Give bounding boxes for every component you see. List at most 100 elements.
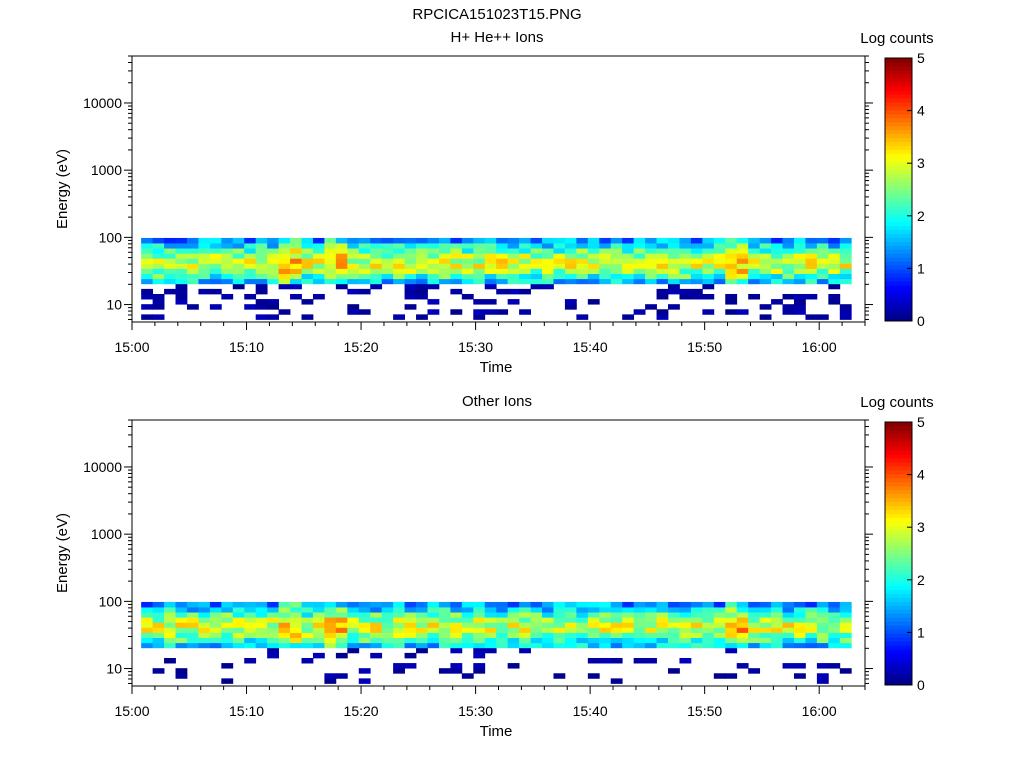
heatmap-cell (702, 612, 715, 618)
heatmap-cell (381, 632, 394, 639)
heatmap-cell (186, 617, 199, 623)
heatmap-cell (530, 627, 543, 633)
heatmap-cell (599, 237, 612, 244)
heatmap-cell (290, 627, 302, 633)
colorbar-segment (885, 181, 912, 187)
heatmap-cell (221, 258, 234, 264)
heatmap-cell (301, 243, 314, 249)
heatmap-cell (301, 607, 314, 613)
heatmap-cell (828, 299, 841, 305)
heatmap-cell (530, 258, 543, 264)
heatmap-cell (427, 627, 440, 633)
heatmap-cell (587, 248, 600, 254)
heatmap-cell (507, 637, 520, 644)
heatmap-cell (610, 243, 623, 249)
heatmap-cell (736, 273, 749, 280)
heatmap-cell (393, 668, 405, 674)
colorbar-segment (885, 58, 912, 63)
heatmap-cell (771, 642, 783, 649)
heatmap-cell (152, 248, 165, 254)
panel-top-x-ticks: 15:00 15:10 15:20 15:30 15:40 15:50 16:00 (114, 322, 866, 355)
colorbar-segment (885, 461, 912, 467)
heatmap-cell (335, 237, 348, 244)
heatmap-cell (519, 627, 531, 633)
heatmap-cell (668, 668, 680, 674)
heatmap-cell (461, 258, 474, 264)
heatmap-cell (530, 268, 543, 275)
heatmap-cell (484, 607, 497, 613)
heatmap-cell (771, 299, 783, 305)
colorbar-segment (885, 501, 912, 507)
heatmap-cell (668, 278, 680, 285)
heatmap-cell (587, 627, 600, 633)
heatmap-cell (622, 601, 635, 608)
heatmap-cell (290, 607, 302, 613)
heatmap-cell (839, 668, 852, 674)
heatmap-cell (244, 612, 257, 618)
heatmap-cell (507, 622, 520, 628)
heatmap-cell (645, 607, 657, 613)
heatmap-cell (267, 652, 279, 659)
heatmap-cell (587, 299, 600, 305)
heatmap-cell (484, 622, 497, 628)
colorbar-segment (885, 645, 912, 650)
colorbar-segment (885, 533, 912, 539)
heatmap-cell (473, 309, 486, 315)
heatmap-cell (347, 617, 360, 623)
heatmap-cell (564, 627, 577, 633)
heatmap-cell (564, 243, 577, 249)
heatmap-cell (461, 248, 474, 254)
colorbar-segment (885, 469, 912, 475)
heatmap-cell (839, 314, 852, 320)
heatmap-cell (656, 607, 669, 613)
heatmap-cell (438, 637, 451, 644)
heatmap-cell (164, 607, 176, 613)
heatmap-cell (805, 243, 818, 249)
heatmap-cell (633, 253, 646, 259)
heatmap-cell (232, 278, 245, 285)
colorbar-segment (885, 185, 912, 190)
heatmap-cell (221, 237, 234, 244)
heatmap-cell (553, 278, 566, 285)
heatmap-cell (473, 263, 486, 269)
heatmap-cell (370, 273, 383, 280)
colorbar-segment (885, 573, 912, 578)
heatmap-cell (656, 253, 669, 259)
colorbar-segment (885, 577, 912, 582)
x-tick-label: 15:00 (114, 703, 149, 719)
heatmap-cell (312, 612, 325, 618)
heatmap-cell (507, 253, 520, 259)
heatmap-cell (519, 288, 531, 295)
heatmap-cell (221, 622, 234, 628)
heatmap-cell (633, 258, 646, 264)
heatmap-cell (828, 248, 841, 254)
heatmap-cell (267, 637, 279, 644)
colorbar-segment (885, 141, 912, 147)
heatmap-cell (186, 243, 199, 249)
heatmap-cell (461, 263, 474, 269)
heatmap-cell (805, 293, 818, 300)
heatmap-cell (839, 278, 852, 285)
heatmap-cell (622, 248, 635, 254)
heatmap-cell (759, 263, 772, 269)
heatmap-cell (725, 293, 738, 300)
heatmap-cell (553, 253, 566, 259)
heatmap-cell (450, 243, 463, 249)
heatmap-cell (209, 612, 222, 618)
heatmap-cell (748, 278, 761, 285)
heatmap-cell (587, 243, 600, 249)
heatmap-cell (278, 243, 291, 249)
heatmap-cell (587, 237, 600, 244)
heatmap-cell (599, 243, 612, 249)
heatmap-cell (690, 601, 703, 608)
heatmap-cell (370, 248, 383, 254)
heatmap-cell (713, 673, 726, 679)
heatmap-cell (599, 642, 612, 649)
heatmap-cell (484, 632, 497, 639)
heatmap-cell (301, 273, 314, 280)
heatmap-cell (404, 243, 417, 249)
heatmap-cell (816, 622, 829, 628)
heatmap-cell (255, 632, 268, 639)
heatmap-cell (484, 309, 497, 315)
